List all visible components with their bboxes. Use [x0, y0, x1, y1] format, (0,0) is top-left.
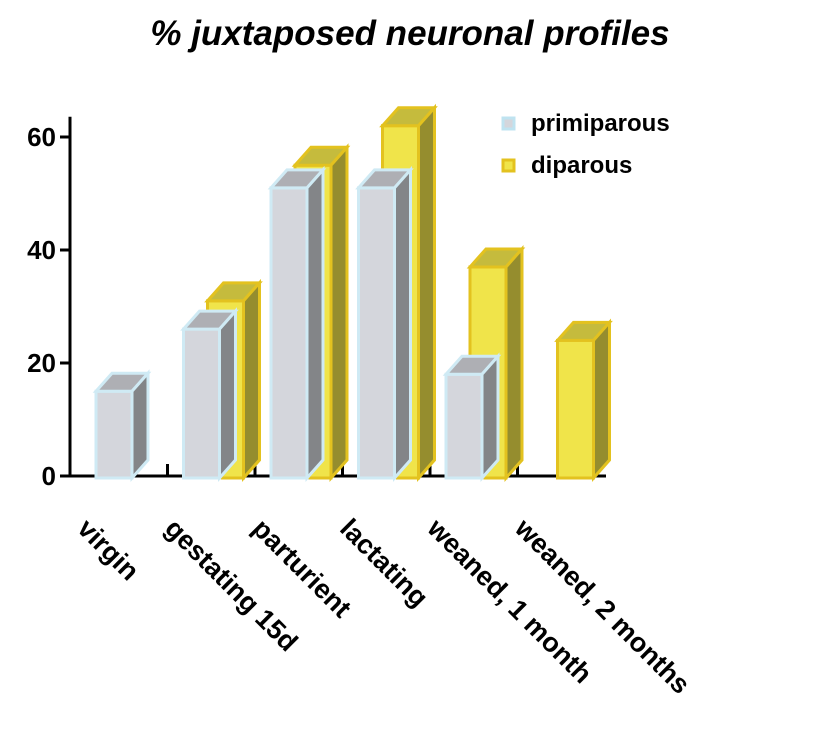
bar-front [269, 186, 309, 480]
y-tick-label: 40 [27, 235, 56, 265]
bar-primiparous [442, 352, 502, 482]
bar-side [504, 245, 524, 482]
bar-side [592, 318, 611, 482]
bar-side [329, 143, 349, 482]
bar-side [218, 307, 237, 482]
x-category-label: weaned, 1 month [421, 512, 598, 689]
bar-side [242, 278, 261, 482]
legend-label: diparous [531, 152, 632, 179]
y-tick-label: 60 [27, 122, 56, 152]
y-tick-label: 0 [42, 461, 56, 491]
bar-side [393, 165, 412, 482]
bar-front [556, 338, 595, 480]
bar-side [417, 103, 436, 482]
bar-primiparous [180, 307, 239, 482]
bar-side [305, 165, 325, 482]
bar-front [182, 327, 221, 480]
bar-front [357, 186, 396, 480]
bar-side [480, 352, 500, 482]
bar-side [130, 369, 150, 482]
bar-primiparous [92, 369, 152, 482]
legend-label: primiparous [531, 110, 670, 137]
bar-primiparous [267, 165, 327, 482]
legend-swatch [501, 116, 516, 131]
bar-diparous [554, 318, 613, 482]
y-tick-label: 20 [27, 348, 56, 378]
legend-swatch [501, 158, 516, 173]
x-category-label: virgin [72, 513, 145, 586]
bar-primiparous [355, 165, 414, 482]
chart-title: % juxtaposed neuronal profiles [150, 14, 670, 53]
bar-front [94, 389, 134, 480]
bar-front [444, 372, 484, 480]
